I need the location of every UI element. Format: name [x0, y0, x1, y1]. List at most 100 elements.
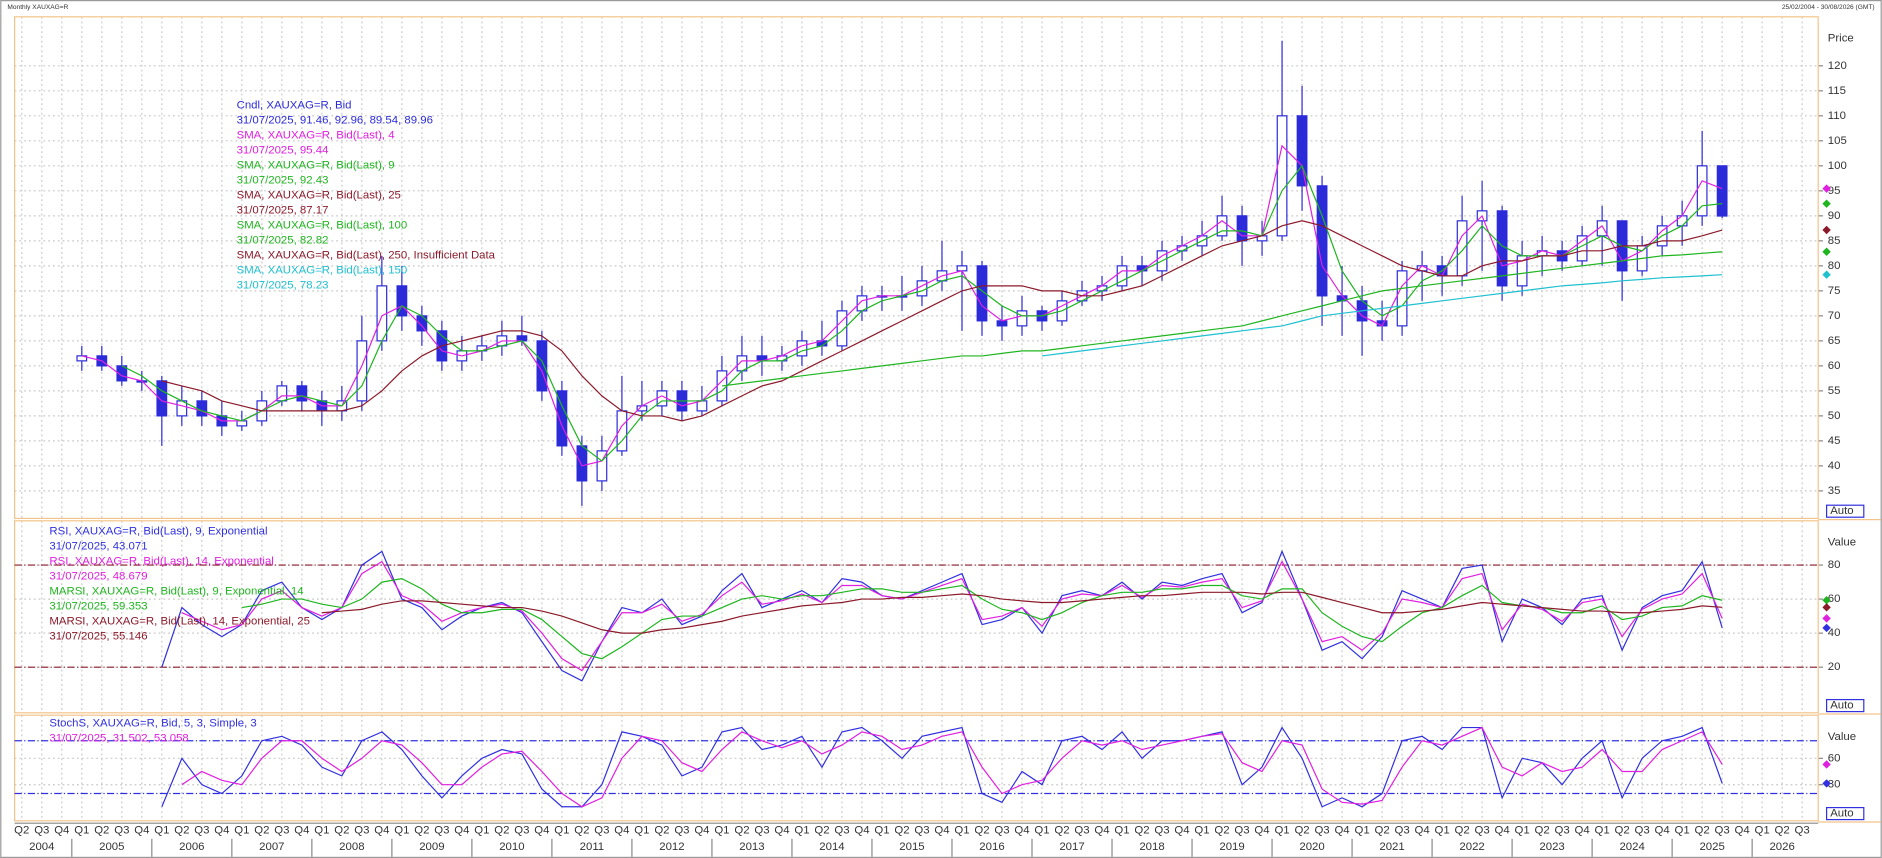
year-label: 2008: [339, 841, 364, 853]
year-label: 2007: [259, 841, 284, 853]
quarter-label: Q3: [1154, 824, 1169, 836]
auto-button[interactable]: [1826, 699, 1865, 713]
auto-button-label[interactable]: Auto: [1830, 808, 1853, 820]
candle-body: [1296, 115, 1308, 187]
candle-body: [576, 445, 588, 482]
y-tick-label: 100: [1828, 160, 1847, 172]
quarter-label: Q1: [1274, 824, 1289, 836]
candle-body: [796, 340, 808, 357]
auto-button[interactable]: [1826, 807, 1865, 821]
candle-body: [236, 420, 248, 427]
quarter-label: Q4: [1494, 824, 1509, 836]
series-line: [181, 560, 1723, 672]
quarter-label: Q3: [594, 824, 609, 836]
quarter-label: Q2: [14, 824, 29, 836]
candle-body: [996, 320, 1008, 327]
y-tick-label: 95: [1828, 185, 1841, 197]
legend-entry: 31/07/2025, 92.43: [237, 175, 329, 187]
candle-body: [1276, 115, 1288, 237]
quarter-label: Q4: [774, 824, 789, 836]
legend-entry: SMA, XAUXAG=R, Bid(Last), 150: [237, 265, 408, 277]
quarter-label: Q1: [474, 824, 489, 836]
quarter-label: Q2: [814, 824, 829, 836]
quarter-label: Q1: [714, 824, 729, 836]
quarter-label: Q1: [1354, 824, 1369, 836]
quarter-label: Q2: [94, 824, 109, 836]
y-tick-label: 120: [1828, 60, 1847, 72]
quarter-label: Q4: [374, 824, 389, 836]
year-label: 2023: [1539, 841, 1564, 853]
year-label: 2018: [1139, 841, 1164, 853]
year-label: 2010: [499, 841, 524, 853]
legend-entry: MARSI, XAUXAG=R, Bid(Last), 9, Exponenti…: [49, 586, 303, 598]
y-tick-label: 20: [1828, 661, 1841, 673]
y-tick-label: 60: [1828, 752, 1841, 764]
quarter-label: Q3: [834, 824, 849, 836]
series-line: [721, 251, 1723, 387]
legend-entry: 31/07/2025, 31.502, 53.058: [49, 733, 188, 745]
quarter-label: Q3: [1555, 824, 1570, 836]
quarter-label: Q2: [894, 824, 909, 836]
candle-body: [1016, 310, 1028, 327]
candle-body: [396, 285, 408, 317]
quarter-label: Q1: [1675, 824, 1690, 836]
last-value-marker: [1822, 199, 1831, 208]
candle-body: [1696, 165, 1708, 217]
quarter-label: Q1: [874, 824, 889, 836]
legend-entry: StochS, XAUXAG=R, Bid, 5, 3, Simple, 3: [49, 718, 256, 730]
auto-button-label[interactable]: Auto: [1830, 505, 1853, 517]
year-label: 2019: [1219, 841, 1244, 853]
quarter-label: Q4: [1735, 824, 1750, 836]
quarter-label: Q2: [174, 824, 189, 836]
candle-body: [196, 400, 208, 417]
quarter-label: Q4: [694, 824, 709, 836]
y-tick-label: 40: [1828, 460, 1841, 472]
quarter-label: Q3: [194, 824, 209, 836]
series-line: [181, 726, 1723, 808]
candle-body: [836, 310, 848, 347]
legend-entry: 31/07/2025, 91.46, 92.96, 89.54, 89.96: [237, 115, 433, 127]
y-tick-label: 115: [1828, 85, 1846, 97]
candle-body: [516, 335, 528, 342]
quarter-label: Q4: [1655, 824, 1670, 836]
year-label: 2015: [899, 841, 924, 853]
candle-body: [356, 340, 368, 402]
candle-body: [556, 390, 568, 447]
last-value-marker: [1822, 184, 1831, 193]
candle-body: [1176, 245, 1188, 252]
quarter-label: Q1: [1755, 824, 1770, 836]
legend-entry: 31/07/2025, 87.17: [237, 205, 329, 217]
series-line: [161, 549, 1723, 682]
auto-button-label[interactable]: Auto: [1830, 700, 1853, 712]
last-value-marker: [1822, 270, 1831, 279]
window-title: Monthly XAUXAG=R: [7, 4, 68, 11]
y-tick-label: 30: [1828, 779, 1841, 791]
quarter-label: Q4: [534, 824, 549, 836]
legend-entry: 31/07/2025, 43.071: [49, 541, 147, 553]
quarter-label: Q4: [134, 824, 149, 836]
quarter-label: Q4: [54, 824, 69, 836]
legend-entry: SMA, XAUXAG=R, Bid(Last), 4: [237, 130, 395, 142]
candle-body: [1456, 220, 1468, 277]
quarter-label: Q4: [1414, 824, 1429, 836]
series-line: [121, 164, 1723, 462]
quarter-label: Q2: [734, 824, 749, 836]
quarter-label: Q1: [74, 824, 89, 836]
quarter-label: Q4: [1334, 824, 1349, 836]
year-label: 2025: [1699, 841, 1724, 853]
quarter-label: Q1: [634, 824, 649, 836]
panel-frame: [13, 714, 1819, 822]
quarter-label: Q2: [414, 824, 429, 836]
year-label: 2016: [979, 841, 1004, 853]
auto-button[interactable]: [1826, 504, 1865, 518]
quarter-label: Q4: [854, 824, 869, 836]
quarter-label: Q2: [1214, 824, 1229, 836]
candle-body: [596, 450, 608, 482]
year-label: 2005: [99, 841, 124, 853]
candle-body: [1216, 215, 1228, 237]
candle-body: [376, 285, 388, 342]
quarter-label: Q1: [1034, 824, 1049, 836]
year-label: 2013: [739, 841, 764, 853]
y-tick-label: 70: [1828, 310, 1841, 322]
candle-body: [1396, 270, 1408, 327]
